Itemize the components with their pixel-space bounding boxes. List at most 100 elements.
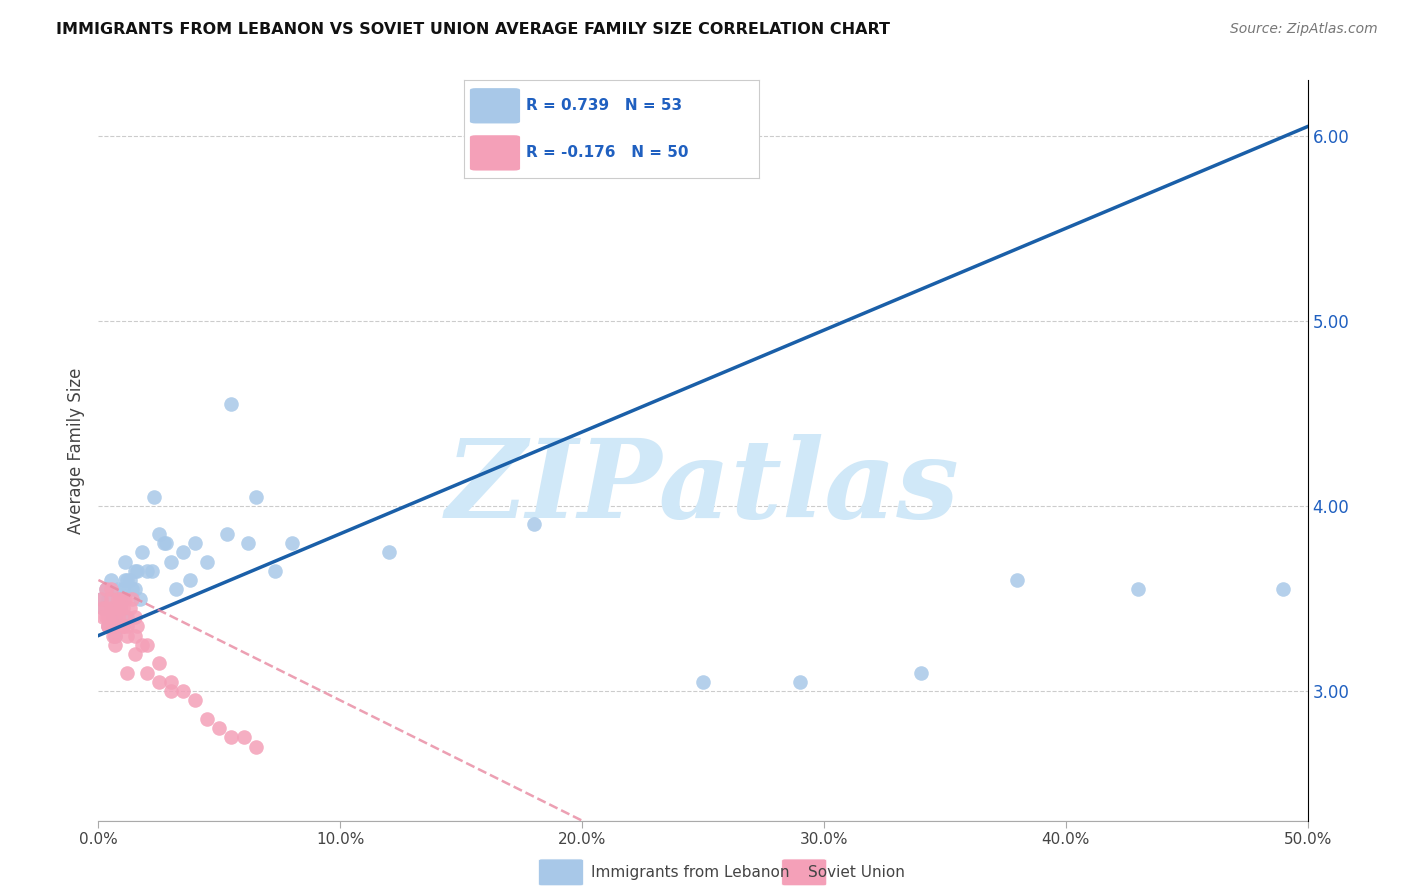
Point bbox=[135, 638, 157, 652]
Point bbox=[172, 684, 194, 698]
Text: Immigrants from Lebanon: Immigrants from Lebanon bbox=[591, 865, 789, 880]
Point bbox=[124, 610, 146, 624]
Point bbox=[91, 600, 114, 615]
FancyBboxPatch shape bbox=[470, 88, 520, 123]
Point bbox=[100, 573, 122, 587]
Point bbox=[155, 536, 177, 550]
Text: Source: ZipAtlas.com: Source: ZipAtlas.com bbox=[1230, 22, 1378, 37]
Point bbox=[104, 628, 127, 642]
Point bbox=[148, 526, 170, 541]
Point bbox=[789, 674, 811, 689]
Text: R = -0.176   N = 50: R = -0.176 N = 50 bbox=[526, 145, 689, 161]
Point bbox=[101, 628, 124, 642]
Point bbox=[135, 665, 157, 680]
Point bbox=[90, 591, 112, 606]
Point bbox=[184, 693, 207, 707]
Point bbox=[1272, 582, 1295, 597]
Point bbox=[114, 573, 136, 587]
Point bbox=[111, 619, 134, 633]
Point bbox=[232, 731, 254, 745]
Point bbox=[114, 610, 136, 624]
Point bbox=[97, 619, 120, 633]
Point bbox=[94, 610, 117, 624]
Point bbox=[143, 490, 166, 504]
Point bbox=[97, 619, 120, 633]
Point bbox=[101, 619, 124, 633]
Text: ZIPatlas: ZIPatlas bbox=[446, 434, 960, 541]
Point bbox=[127, 619, 149, 633]
Point bbox=[377, 545, 399, 559]
Point bbox=[107, 600, 129, 615]
Point bbox=[1128, 582, 1150, 597]
Point bbox=[100, 582, 122, 597]
Point bbox=[148, 657, 170, 671]
Point bbox=[117, 573, 139, 587]
Point bbox=[101, 610, 124, 624]
Point bbox=[108, 591, 131, 606]
Point bbox=[108, 600, 131, 615]
Point bbox=[121, 591, 143, 606]
Point bbox=[111, 591, 134, 606]
Point bbox=[121, 582, 143, 597]
Point bbox=[124, 628, 146, 642]
Point bbox=[264, 564, 287, 578]
Point bbox=[910, 665, 932, 680]
Point bbox=[91, 610, 114, 624]
Text: Soviet Union: Soviet Union bbox=[808, 865, 905, 880]
Point bbox=[104, 638, 127, 652]
Point bbox=[118, 600, 141, 615]
Point bbox=[117, 610, 139, 624]
Point bbox=[118, 573, 141, 587]
Point bbox=[131, 638, 153, 652]
Point bbox=[108, 591, 131, 606]
Point bbox=[245, 739, 267, 754]
Point bbox=[135, 564, 157, 578]
Point bbox=[94, 600, 117, 615]
Point bbox=[124, 582, 146, 597]
Point bbox=[221, 731, 243, 745]
Point bbox=[245, 490, 267, 504]
Point bbox=[165, 582, 187, 597]
Point bbox=[107, 610, 129, 624]
Point bbox=[208, 721, 231, 735]
Point bbox=[101, 619, 124, 633]
Point bbox=[238, 536, 260, 550]
Point bbox=[107, 591, 129, 606]
Text: R = 0.739   N = 53: R = 0.739 N = 53 bbox=[526, 98, 682, 113]
Point bbox=[127, 564, 149, 578]
FancyBboxPatch shape bbox=[470, 136, 520, 170]
Point bbox=[221, 397, 243, 411]
Point bbox=[104, 628, 127, 642]
Point bbox=[195, 554, 218, 569]
Point bbox=[184, 536, 207, 550]
Point bbox=[114, 591, 136, 606]
Point bbox=[90, 591, 112, 606]
Point bbox=[114, 554, 136, 569]
Point bbox=[117, 628, 139, 642]
Point bbox=[108, 600, 131, 615]
Point bbox=[141, 564, 163, 578]
Point bbox=[195, 712, 218, 726]
Point bbox=[104, 610, 127, 624]
Point bbox=[523, 517, 546, 532]
Point bbox=[94, 582, 117, 597]
Point bbox=[101, 610, 124, 624]
Point bbox=[1007, 573, 1029, 587]
Point bbox=[215, 526, 238, 541]
Point bbox=[117, 665, 139, 680]
Point bbox=[281, 536, 304, 550]
Point bbox=[117, 619, 139, 633]
Point bbox=[107, 582, 129, 597]
Point bbox=[160, 554, 183, 569]
Point bbox=[172, 545, 194, 559]
Point bbox=[97, 591, 120, 606]
Point bbox=[111, 582, 134, 597]
Y-axis label: Average Family Size: Average Family Size bbox=[66, 368, 84, 533]
Point bbox=[91, 600, 114, 615]
Point bbox=[160, 684, 183, 698]
Point bbox=[124, 647, 146, 661]
Point bbox=[97, 619, 120, 633]
Point bbox=[97, 610, 120, 624]
Point bbox=[179, 573, 201, 587]
Point bbox=[111, 619, 134, 633]
